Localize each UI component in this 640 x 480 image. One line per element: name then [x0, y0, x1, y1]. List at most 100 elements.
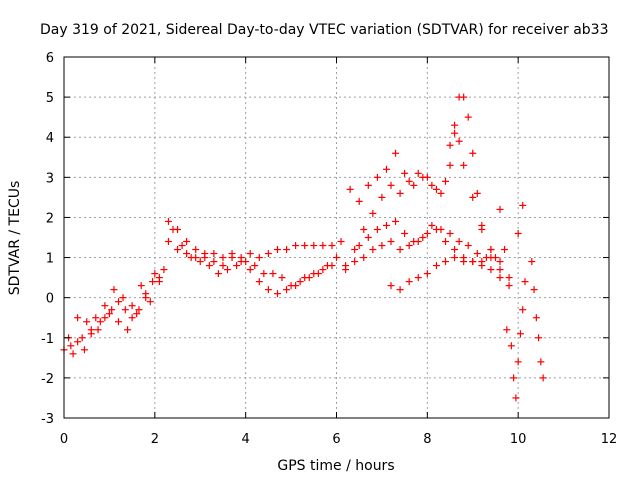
data-point — [273, 246, 281, 254]
data-point — [414, 238, 422, 246]
data-point — [396, 286, 404, 294]
data-point — [278, 274, 286, 282]
data-point — [319, 266, 327, 274]
data-point — [346, 185, 354, 193]
data-point — [142, 294, 150, 302]
data-point — [137, 282, 145, 290]
data-point — [521, 278, 529, 286]
data-point — [519, 306, 527, 314]
data-point — [442, 258, 449, 266]
data-point — [255, 254, 263, 262]
data-point — [451, 246, 459, 254]
data-point — [451, 254, 459, 262]
data-point — [328, 262, 336, 270]
data-point — [469, 193, 477, 201]
data-point — [192, 254, 200, 262]
data-point — [264, 250, 272, 258]
data-point — [512, 394, 520, 402]
data-point — [396, 189, 404, 197]
data-point — [151, 270, 159, 278]
data-point — [246, 266, 254, 274]
data-point — [460, 258, 468, 266]
data-point — [401, 229, 409, 237]
data-point — [387, 181, 395, 189]
data-point — [124, 326, 132, 334]
data-point — [360, 225, 368, 233]
data-point — [80, 346, 88, 354]
x-tick-label: 10 — [510, 432, 527, 447]
data-point — [414, 169, 422, 177]
data-point — [351, 246, 359, 254]
data-point — [360, 254, 368, 262]
y-tick-label: 1 — [46, 252, 54, 267]
data-point — [301, 274, 309, 282]
y-tick-label: -3 — [41, 412, 54, 427]
data-point — [378, 242, 386, 250]
data-point — [364, 181, 372, 189]
data-point — [337, 238, 345, 246]
data-point — [501, 246, 509, 254]
data-point — [115, 298, 122, 306]
data-point — [510, 374, 518, 382]
data-point — [423, 229, 431, 237]
data-point — [101, 314, 109, 322]
y-tick-label: 4 — [46, 131, 54, 146]
data-point — [219, 254, 227, 262]
data-point — [503, 326, 511, 334]
data-point — [169, 225, 177, 233]
data-point — [164, 238, 172, 246]
data-point — [94, 326, 102, 334]
data-point — [110, 286, 118, 294]
data-point — [464, 242, 472, 250]
x-tick-label: 0 — [60, 432, 68, 447]
data-point — [115, 318, 122, 326]
data-point — [214, 270, 222, 278]
data-point — [451, 129, 459, 137]
data-point — [387, 238, 395, 246]
data-point — [146, 298, 154, 306]
y-tick-label: 0 — [46, 292, 54, 307]
data-point — [87, 326, 95, 334]
data-point — [505, 274, 513, 282]
data-point — [355, 242, 363, 250]
data-point — [301, 242, 309, 250]
data-point — [432, 185, 440, 193]
data-point — [373, 225, 381, 233]
data-point — [201, 254, 209, 262]
data-point — [539, 374, 547, 382]
data-point — [460, 161, 468, 169]
data-point — [296, 278, 304, 286]
data-point — [369, 246, 377, 254]
data-point — [283, 246, 291, 254]
data-point — [530, 286, 538, 294]
data-point — [419, 234, 427, 241]
data-point — [528, 258, 536, 266]
data-point — [455, 238, 463, 246]
data-point — [473, 250, 481, 258]
x-tick-label: 12 — [601, 432, 618, 447]
data-point — [446, 229, 454, 237]
data-point — [255, 278, 263, 286]
data-point — [351, 258, 359, 266]
data-point — [514, 358, 522, 366]
data-point — [382, 165, 390, 173]
data-point — [119, 294, 127, 302]
data-point — [455, 137, 463, 145]
data-point — [519, 201, 527, 209]
data-point — [535, 334, 543, 342]
data-point — [478, 262, 486, 270]
data-point — [105, 310, 113, 318]
data-point — [392, 217, 400, 225]
y-tick-label: 6 — [46, 51, 54, 66]
data-point — [319, 242, 327, 250]
data-point — [392, 149, 400, 157]
data-point — [464, 113, 472, 121]
x-tick-label: 2 — [151, 432, 159, 447]
data-point — [423, 270, 431, 278]
data-point — [183, 250, 191, 258]
data-point — [108, 306, 116, 314]
data-point — [264, 286, 272, 294]
data-point — [478, 225, 486, 233]
data-point — [442, 238, 449, 246]
